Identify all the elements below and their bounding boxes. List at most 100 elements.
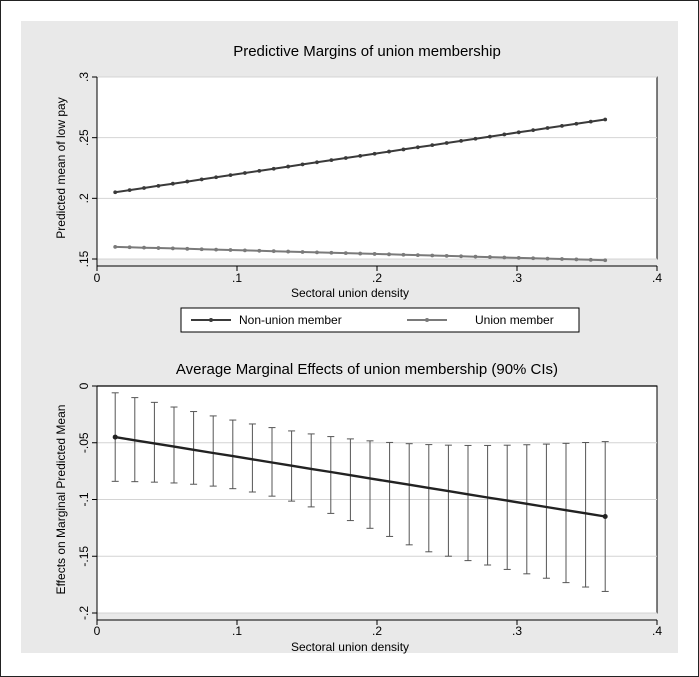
chart1-data-point [588,119,593,124]
chart1-data-point [531,128,536,133]
chart1-data-point [214,175,218,180]
chart1-data-point [170,246,175,251]
chart1-x-tick-label: .4 [652,271,662,285]
chart1-data-point [516,130,521,135]
chart1-data-point [315,250,319,255]
chart1-data-point [459,254,463,259]
chart1-data-point [516,255,521,260]
chart2-x-tick-label: 0 [94,624,101,638]
chart1-data-point [372,151,377,156]
chart1-legend-label: Non-union member [239,313,342,327]
chart1-data-point [358,251,363,256]
chart2-y-tick-label: -.2 [77,606,91,620]
chart2-data-point [112,434,118,440]
chart1-data-point [588,257,593,262]
chart1-data-point [574,121,579,126]
chart1-data-point [329,158,334,163]
chart1-data-point [170,181,175,186]
chart1-data-point [387,252,391,257]
chart2-y-tick-label: -.15 [77,546,91,567]
chart1-data-point [531,256,536,261]
chart1-data-point [185,246,190,251]
chart2-series-line [115,435,606,518]
chart2-x-tick-label: .3 [512,624,522,638]
chart1-data-point [401,252,406,257]
chart1-data-point [257,168,262,173]
chart1-data-point [415,145,420,150]
chart1-data-point [243,171,247,175]
chart1-data-point [473,136,478,141]
chart1-data-point [257,248,262,253]
chart1-x-tick-label: .2 [372,271,382,285]
chart1-data-point [199,247,204,252]
chart1-y-tick-label: .3 [77,72,91,82]
chart1-data-point [343,156,348,160]
chart2-y-tick-label: -.05 [77,432,91,453]
chart1-data-point [243,248,247,253]
chart1-legend-marker [425,318,429,322]
chart1-data-point [271,166,276,171]
chart1-y-axis-title: Predicted mean of low pay [54,97,68,238]
chart1-data-point [488,134,492,139]
chart1-legend-label: Union member [475,313,554,327]
chart1-legend-marker [209,318,213,322]
chart2-data-point [602,514,608,520]
chart1-data-point [329,250,334,255]
chart1-data-point [372,252,377,256]
chart1-data-point [545,126,550,130]
chart1-data-point [142,186,146,190]
chart1-data-point [444,253,449,258]
chart1-data-point [387,149,391,154]
chart1-data-point [228,248,233,252]
chart1-data-point [415,253,420,258]
chart1-y-tick-label: .25 [77,129,91,146]
chart1-y-tick-label: .2 [77,193,91,203]
chart1-x-tick-label: 0 [94,271,101,285]
chart2-y-tick-label: 0 [77,382,91,389]
chart1-data-point [300,250,305,254]
chart1-data-point [156,183,161,188]
chart1-x-axis-title: Sectoral union density [291,286,409,300]
chart1-plot-region [96,76,658,260]
chart2-x-tick-label: .4 [652,624,662,638]
chart1-data-point [300,162,305,167]
chart1-data-point [444,141,449,145]
chart1-data-point [113,244,118,249]
chart1-data-point [430,253,435,258]
chart1-title: Predictive Margins of union membership [233,43,501,60]
chart1-data-point [560,123,564,128]
chart1-data-point [430,143,435,148]
chart1-data-point [401,147,406,152]
chart2-y-tick-label: -.1 [77,492,91,506]
chart1-data-point [199,177,204,182]
chart1-data-point [286,249,291,254]
chart1-data-point [502,132,507,137]
chart1-data-point [343,251,348,256]
chart1-data-point [488,255,492,259]
chart1-data-point [185,179,190,184]
chart2-x-tick-label: .1 [232,624,242,638]
chart1-data-point [560,257,564,261]
chart1-y-tick-label: .15 [77,250,91,267]
chart1-data-point [502,255,507,260]
chart1-x-tick-label: .3 [512,271,522,285]
chart2-y-axis-title: Effects on Marginal Predicted Mean [54,405,68,595]
chart2-title: Average Marginal Effects of union member… [176,361,558,378]
chart1-data-point [113,190,118,195]
chart1-data-point [127,188,132,193]
chart1-data-point [603,258,608,263]
chart1-data-point [603,117,608,122]
chart1-data-point [459,138,463,143]
chart1-data-point [142,245,146,250]
chart1-data-point [358,153,363,158]
chart1-x-tick-label: .1 [232,271,242,285]
chart1-data-point [286,164,291,169]
chart1-data-point [228,173,233,178]
chart1-data-point [574,257,579,262]
chart1-data-point [127,245,132,250]
chart2-x-axis-title: Sectoral union density [291,640,409,654]
chart1-data-point [315,160,319,165]
chart1-data-point [473,254,478,259]
